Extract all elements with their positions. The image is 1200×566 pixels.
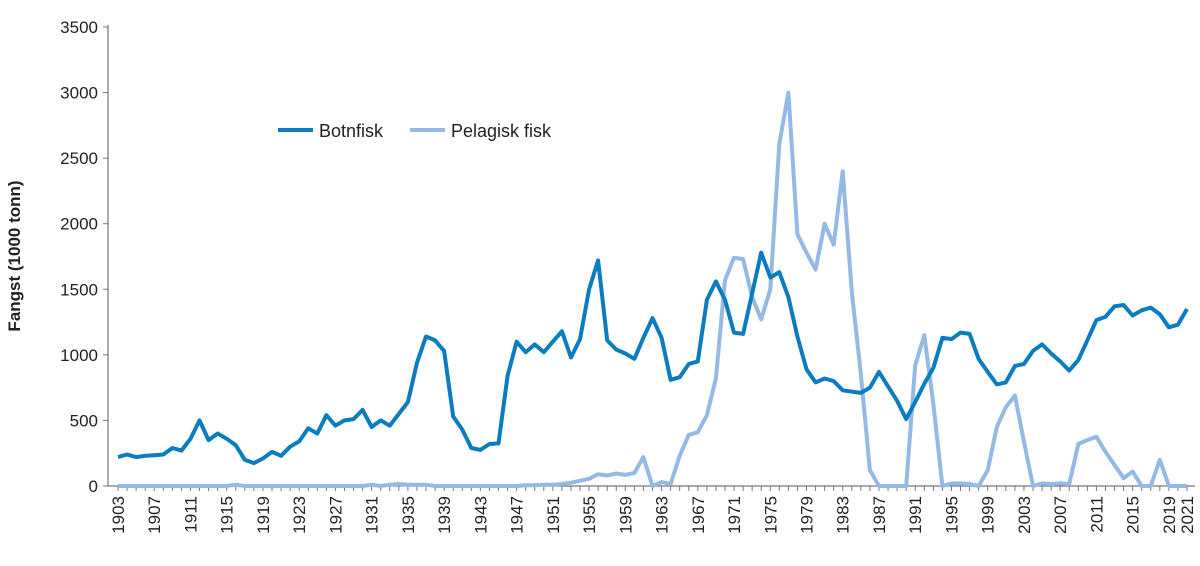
x-tick-label: 1947 bbox=[508, 496, 527, 534]
x-tick-label: 1903 bbox=[109, 496, 128, 534]
x-tick-label: 1979 bbox=[798, 496, 817, 534]
x-tick-label: 1931 bbox=[363, 496, 382, 534]
y-axis-label: Fangst (1000 tonn) bbox=[5, 180, 24, 331]
series-line-pelagisk-fisk bbox=[118, 90, 1187, 488]
x-tick-label: 1923 bbox=[290, 496, 309, 534]
x-tick-label: 1943 bbox=[471, 496, 490, 534]
x-tick-label: 2021 bbox=[1178, 496, 1197, 534]
x-tick-label: 1955 bbox=[580, 496, 599, 534]
y-tick-label: 1500 bbox=[60, 280, 98, 299]
x-tick-label: 1967 bbox=[689, 496, 708, 534]
y-tick-label: 500 bbox=[70, 411, 98, 430]
x-tick-label: 1999 bbox=[979, 496, 998, 534]
legend: Botnfisk Pelagisk fisk bbox=[278, 121, 552, 141]
x-tick-label: 1995 bbox=[942, 496, 961, 534]
x-tick-label: 1911 bbox=[181, 496, 200, 533]
x-tick-label: 1939 bbox=[435, 496, 454, 534]
y-tick-label: 3000 bbox=[60, 84, 98, 103]
x-tick-label: 2007 bbox=[1051, 496, 1070, 534]
x-tick-label: 1919 bbox=[254, 496, 273, 534]
x-tick-label: 1983 bbox=[834, 496, 853, 534]
y-tick-label: 2500 bbox=[60, 149, 98, 168]
x-tick-label: 2019 bbox=[1160, 496, 1179, 534]
x-tick-label: 2015 bbox=[1124, 496, 1143, 534]
x-tick-label: 1975 bbox=[761, 496, 780, 534]
x-tick-label: 1907 bbox=[145, 496, 164, 534]
x-tick-label: 1987 bbox=[870, 496, 889, 534]
y-tick-label: 2000 bbox=[60, 215, 98, 234]
legend-label-pelagisk: Pelagisk fisk bbox=[451, 121, 552, 141]
x-tick-label: 1915 bbox=[218, 496, 237, 534]
series-lines bbox=[117, 90, 1189, 488]
x-tick-label: 1991 bbox=[906, 496, 925, 534]
x-tick-label: 2003 bbox=[1015, 496, 1034, 534]
x-tick-label: 1935 bbox=[399, 496, 418, 534]
x-tick-label: 1959 bbox=[616, 496, 635, 534]
series-line-botnfisk bbox=[117, 250, 1189, 466]
x-tick-label: 1927 bbox=[326, 496, 345, 534]
y-tick-label: 3500 bbox=[60, 18, 98, 37]
y-tick-label: 0 bbox=[89, 477, 98, 496]
legend-label-botnfisk: Botnfisk bbox=[319, 121, 384, 141]
x-tick-label: 1951 bbox=[544, 496, 563, 534]
x-tick-label: 1963 bbox=[653, 496, 672, 534]
y-tick-label: 1000 bbox=[60, 346, 98, 365]
x-tick-label: 2011 bbox=[1087, 496, 1106, 533]
x-tick-label: 1971 bbox=[725, 496, 744, 534]
axes: 0 500 1000 1500 2000 2500 3000 3500 1903 1907 1911… bbox=[60, 18, 1197, 534]
